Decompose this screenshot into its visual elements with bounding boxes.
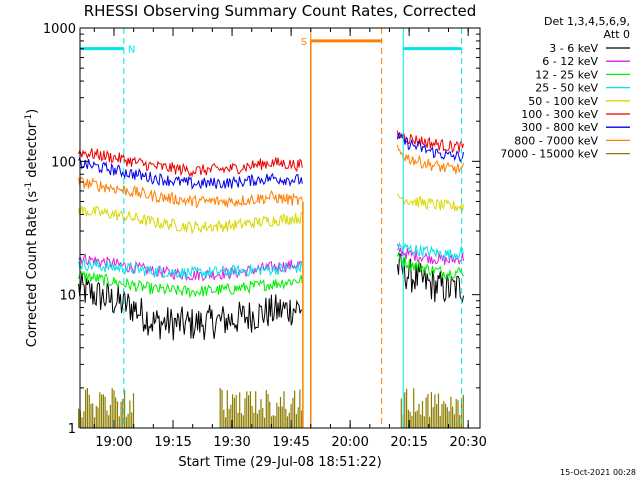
legend-label-3: 25 - 50 keV <box>535 82 598 95</box>
legend-label-8: 7000 - 15000 keV <box>500 148 598 161</box>
series-7000-15000-kev-bars <box>219 388 303 428</box>
series-7000-15000-kev-bars <box>78 388 135 428</box>
series-line-2-0 <box>78 270 303 299</box>
series-line-1-1 <box>396 243 464 266</box>
series-line-3-0 <box>78 258 303 280</box>
x-axis-label: Start Time (29-Jul-08 18:51:22) <box>178 455 381 470</box>
series-line-0-0 <box>78 272 303 341</box>
x-tick-label: 19:45 <box>272 435 309 450</box>
legend-label-5: 100 - 300 keV <box>521 108 598 121</box>
legend-label-7: 800 - 7000 keV <box>514 134 598 147</box>
x-tick-label: 19:30 <box>213 435 250 450</box>
y-tick-label: 10 <box>59 289 76 304</box>
y-tick-label: 1 <box>68 422 76 437</box>
series-7000-15000-kev-bars <box>400 388 464 428</box>
x-tick-label: 19:15 <box>154 435 191 450</box>
plot-data <box>78 40 464 428</box>
x-tick-label: 20:00 <box>331 435 368 450</box>
legend-label-0: 3 - 6 keV <box>549 42 598 55</box>
flag-label-s: S <box>301 37 307 48</box>
x-tick-label: 19:00 <box>95 435 132 450</box>
gap-spike-line <box>302 40 312 428</box>
series-line-5-1 <box>396 130 464 154</box>
series-line-6-0 <box>78 156 303 190</box>
x-tick-label: 20:15 <box>390 435 427 450</box>
flag-label-n: N <box>128 45 135 56</box>
series-line-4-1 <box>396 193 464 213</box>
series-line-1-0 <box>78 253 303 282</box>
series-line-4-0 <box>78 206 303 235</box>
plot-frame <box>79 27 481 429</box>
legend-label-2: 12 - 25 keV <box>535 68 598 81</box>
y-tick-label: 100 <box>51 155 76 170</box>
legend-label-6: 300 - 800 keV <box>521 121 598 134</box>
series-line-5-0 <box>78 148 303 178</box>
legend-label-4: 50 - 100 keV <box>528 95 598 108</box>
flag-layer: NS <box>79 28 463 428</box>
tick-layer: 19:00 19:15 19:30 19:45 20:00 20:15 20:30 1 10 10… <box>43 22 487 450</box>
x-tick-label: 20:30 <box>449 435 486 450</box>
series-line-3-1 <box>396 241 464 261</box>
timestamp: 15-Oct-2021 00:28 <box>560 468 636 477</box>
y-axis-label: Corrected Count Rate (s-1 detector-1) <box>24 109 40 347</box>
series-line-2-1 <box>396 251 464 280</box>
legend-header-det: Det 1,3,4,5,6,9, <box>544 15 630 28</box>
y-tick-label: 1000 <box>43 22 76 37</box>
series-line-7-0 <box>78 176 303 209</box>
series-line-6-1 <box>396 133 464 163</box>
legend-header-att: Att 0 <box>604 28 630 41</box>
series-line-7-1 <box>396 144 464 175</box>
legend-label-1: 6 - 12 keV <box>542 55 598 68</box>
chart-title: RHESSI Observing Summary Count Rates, Co… <box>84 2 477 20</box>
